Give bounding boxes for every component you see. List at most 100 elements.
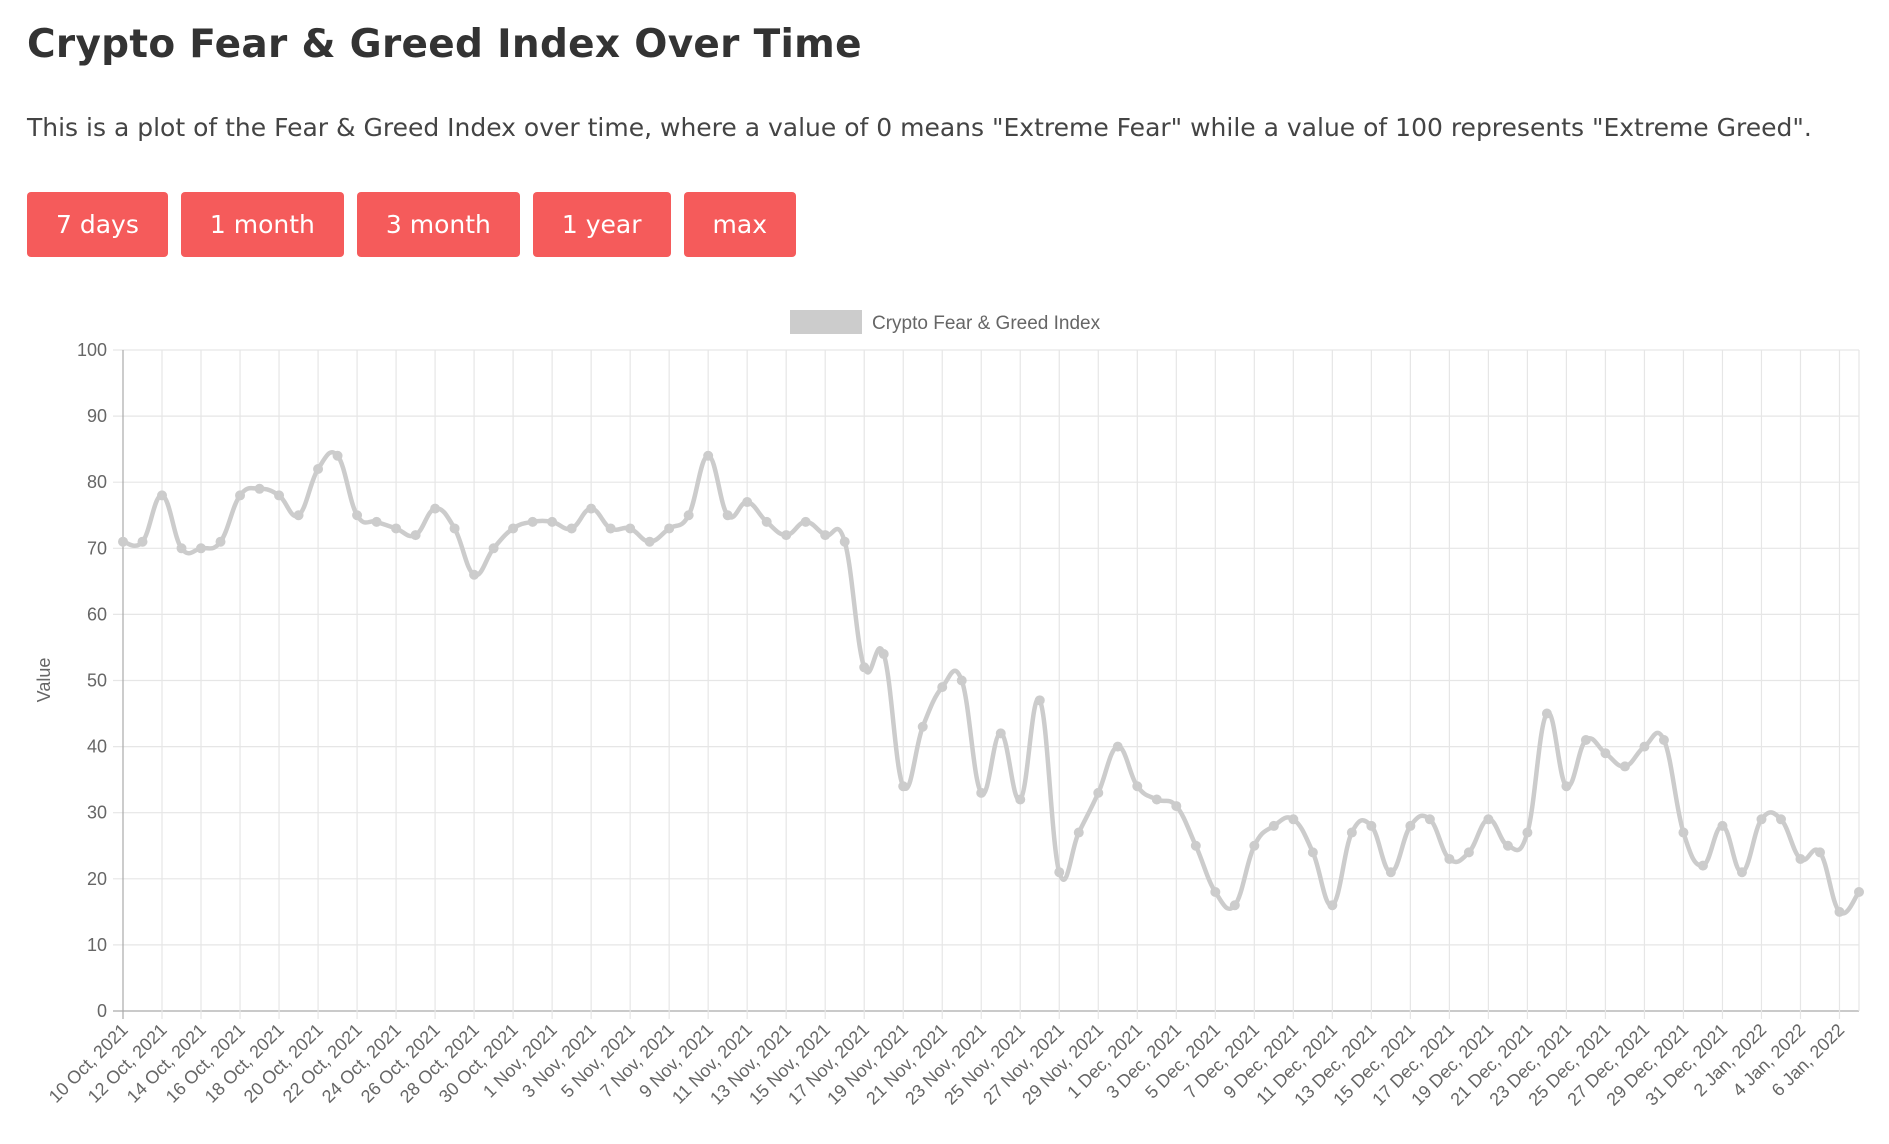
data-point[interactable] [859,662,870,673]
y-tick-label: 0 [97,1001,107,1021]
data-point[interactable] [878,649,889,660]
data-point[interactable] [371,516,382,527]
data-point[interactable] [683,510,694,521]
data-point[interactable] [1073,827,1084,838]
data-point[interactable] [196,543,207,554]
data-point[interactable] [1483,814,1494,825]
data-point[interactable] [1658,734,1669,745]
data-point[interactable] [1366,820,1377,831]
y-tick-label: 60 [87,604,107,624]
data-point[interactable] [1775,814,1786,825]
data-point[interactable] [235,490,246,501]
data-point[interactable] [1015,794,1026,805]
chart-grid [113,349,1860,1019]
data-point[interactable] [605,523,616,534]
data-point[interactable] [722,510,733,521]
data-point[interactable] [976,787,987,798]
data-point[interactable] [1697,860,1708,871]
data-point[interactable] [1814,847,1825,858]
data-point[interactable] [1327,900,1338,911]
data-point[interactable] [1288,814,1299,825]
data-point[interactable] [332,450,343,461]
data-point[interactable] [1190,840,1201,851]
data-point[interactable] [1249,840,1260,851]
data-point[interactable] [625,523,636,534]
data-point[interactable] [1639,741,1650,752]
range-1-year-button[interactable]: 1 year [532,192,671,257]
data-point[interactable] [1424,814,1435,825]
data-point[interactable] [449,523,460,534]
data-point[interactable] [352,510,363,521]
data-point[interactable] [508,523,519,534]
data-point[interactable] [1522,827,1533,838]
data-point[interactable] [1405,820,1416,831]
data-point[interactable] [1580,734,1591,745]
data-point[interactable] [917,721,928,732]
data-point[interactable] [566,523,577,534]
data-point[interactable] [176,543,187,554]
data-point[interactable] [761,516,772,527]
data-point[interactable] [547,516,558,527]
data-point[interactable] [820,530,831,541]
data-point[interactable] [157,490,168,501]
data-point[interactable] [274,490,285,501]
data-point[interactable] [1463,847,1474,858]
data-point[interactable] [644,536,655,547]
data-point[interactable] [1502,840,1513,851]
data-point[interactable] [1541,708,1552,719]
data-point[interactable] [1561,781,1572,792]
data-point[interactable] [839,536,850,547]
data-point[interactable] [313,463,324,474]
data-point[interactable] [1678,827,1689,838]
data-point[interactable] [1112,741,1123,752]
data-point[interactable] [664,523,675,534]
data-point[interactable] [1132,781,1143,792]
data-point[interactable] [1229,900,1240,911]
data-point[interactable] [1854,887,1864,898]
data-point[interactable] [1756,814,1767,825]
data-point[interactable] [1268,820,1279,831]
data-point[interactable] [1619,761,1630,772]
range-3-month-button[interactable]: 3 month [356,192,520,257]
range-1-month-button[interactable]: 1 month [180,192,344,257]
data-point[interactable] [1717,820,1728,831]
data-point[interactable] [1600,748,1611,759]
data-point[interactable] [1151,794,1162,805]
data-point[interactable] [293,510,304,521]
data-point[interactable] [254,483,265,494]
data-point[interactable] [800,516,811,527]
data-point[interactable] [469,569,480,580]
data-point[interactable] [995,728,1006,739]
data-point[interactable] [1834,906,1845,917]
data-point[interactable] [937,682,948,693]
chart-legend: Crypto Fear & Greed Index [790,310,1101,334]
data-point[interactable] [1385,867,1396,878]
data-point[interactable] [1444,853,1455,864]
data-point[interactable] [1093,787,1104,798]
series-points [118,450,1864,917]
data-point[interactable] [1210,887,1221,898]
data-point[interactable] [703,450,714,461]
data-point[interactable] [527,516,538,527]
range-max-button[interactable]: max [683,192,796,257]
data-point[interactable] [410,530,421,541]
data-point[interactable] [215,536,226,547]
data-point[interactable] [586,503,597,514]
data-point[interactable] [118,536,128,547]
data-point[interactable] [1795,853,1806,864]
data-point[interactable] [1736,867,1747,878]
data-point[interactable] [781,530,792,541]
data-point[interactable] [430,503,441,514]
data-point[interactable] [1171,801,1182,812]
data-point[interactable] [1054,867,1065,878]
data-point[interactable] [1346,827,1357,838]
data-point[interactable] [488,543,499,554]
data-point[interactable] [956,675,967,686]
data-point[interactable] [742,497,753,508]
data-point[interactable] [1307,847,1318,858]
data-point[interactable] [391,523,402,534]
data-point[interactable] [137,536,148,547]
data-point[interactable] [898,781,909,792]
data-point[interactable] [1034,695,1045,706]
range-7-days-button[interactable]: 7 days [27,192,168,257]
